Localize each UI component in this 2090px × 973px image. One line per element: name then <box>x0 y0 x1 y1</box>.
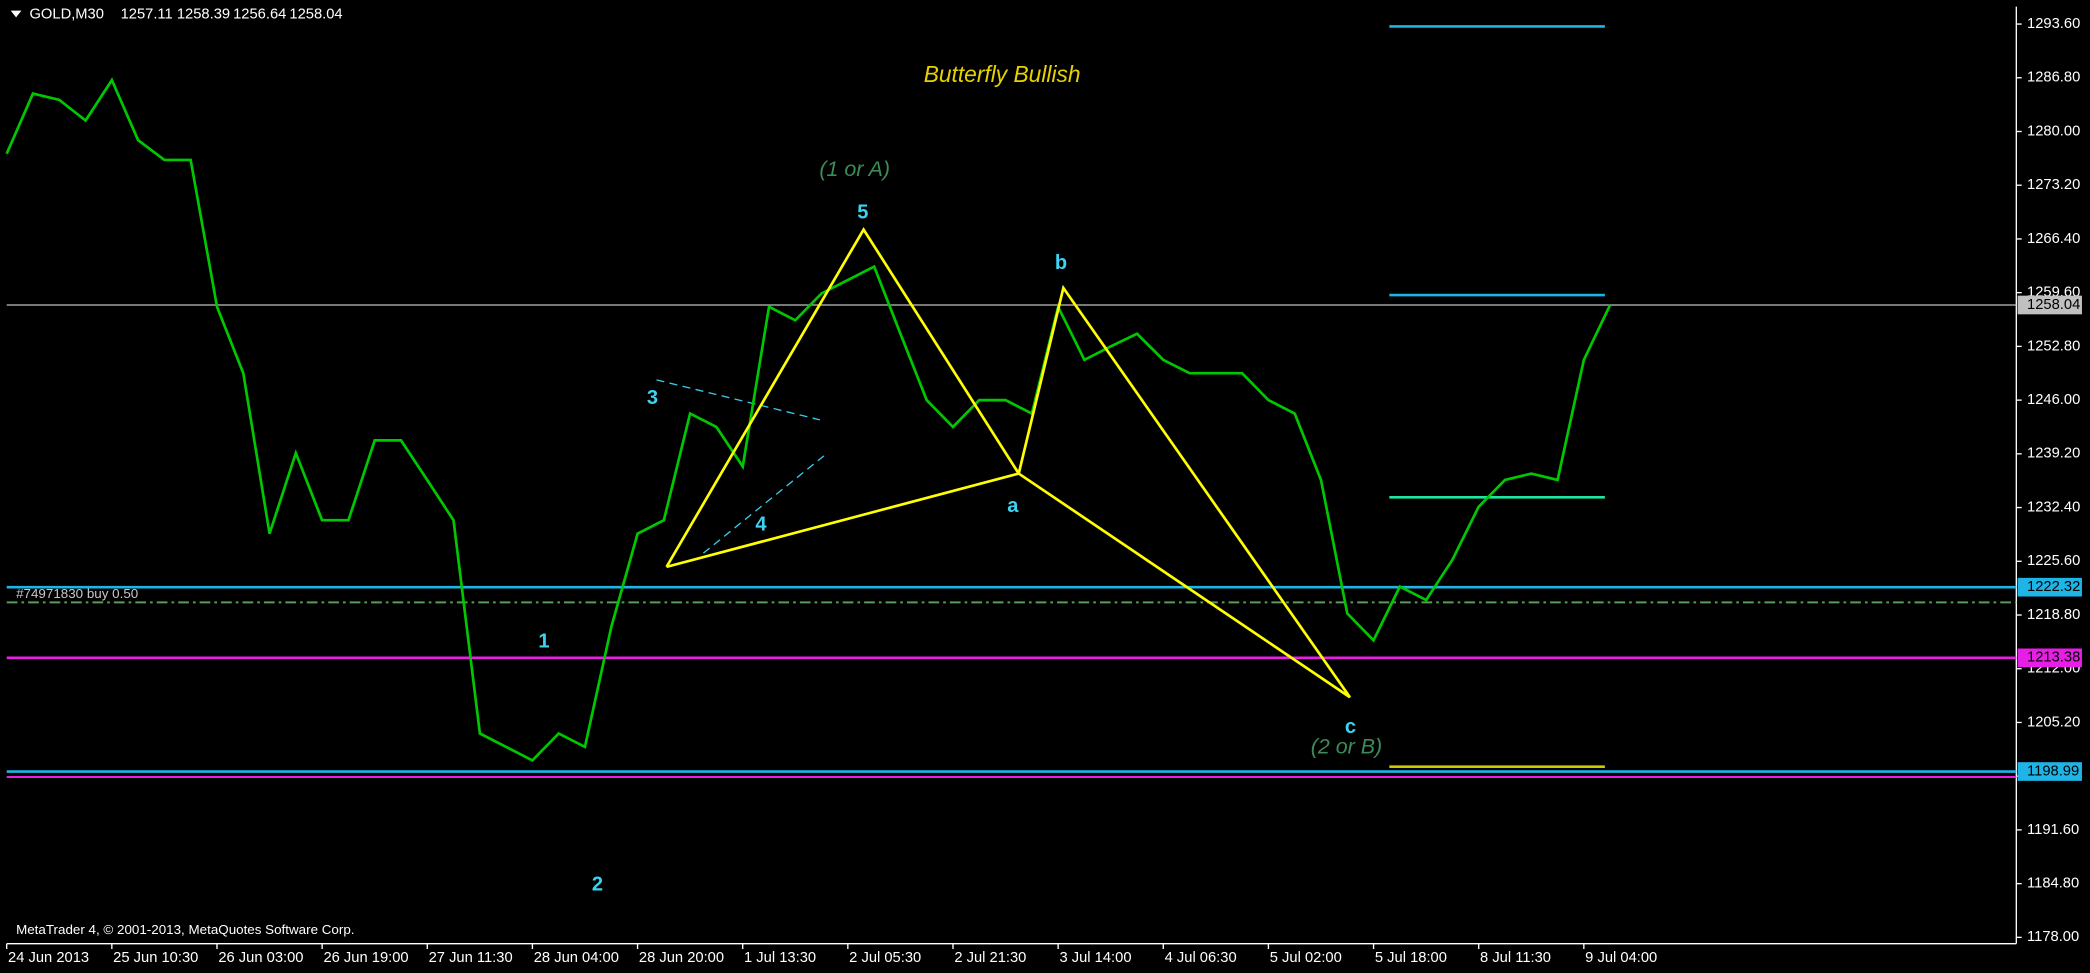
price-tag <box>2017 295 2082 315</box>
y-tick-label: 1178.00 <box>2027 929 2079 945</box>
pattern <box>665 226 1352 699</box>
copyright: MetaTrader 4, © 2001-2013, MetaQuotes So… <box>16 922 354 937</box>
price-tag-label: 1198.99 <box>2027 763 2079 779</box>
y-tick-label: 1232.40 <box>2027 499 2080 515</box>
y-tick-label: 1273.20 <box>2027 177 2080 193</box>
price-tag-label: 1213.38 <box>2027 650 2080 666</box>
x-tick-label: 1 Jul 13:30 <box>744 950 816 966</box>
price-tag <box>2017 762 2082 781</box>
annotation: (1 or A) <box>819 157 890 181</box>
y-tick-label: 1266.40 <box>2027 231 2080 247</box>
price-tag-label: 1222.32 <box>2027 579 2080 595</box>
x-tick-label: 2 Jul 05:30 <box>849 950 921 966</box>
x-tick-label: 28 Jun 04:00 <box>534 950 619 966</box>
y-tick-label: 1191.60 <box>2027 822 2079 838</box>
symbol: GOLD,M30 <box>29 7 103 23</box>
x-tick-label: 28 Jun 20:00 <box>639 950 724 966</box>
x-tick-label: 26 Jun 03:00 <box>218 950 303 966</box>
price-tag <box>2017 577 2082 597</box>
x-tick-label: 24 Jun 2013 <box>8 950 89 966</box>
wave-label: 2 <box>592 873 603 895</box>
wave-label: c <box>1345 716 1356 738</box>
x-tick-label: 3 Jul 14:00 <box>1059 950 1131 966</box>
x-tick-label: 4 Jul 06:30 <box>1165 950 1237 966</box>
y-tick-label: 1218.80 <box>2027 607 2080 623</box>
x-tick-label: 8 Jul 11:30 <box>1480 950 1551 966</box>
x-tick-label: 5 Jul 18:00 <box>1375 950 1447 966</box>
y-tick-label: 1280.00 <box>2027 123 2080 139</box>
y-tick-label: 1293.60 <box>2027 16 2080 32</box>
wave-label: 5 <box>857 202 868 224</box>
wave-label: b <box>1055 252 1067 274</box>
trendline <box>656 379 821 421</box>
wave-label: 3 <box>647 387 658 409</box>
price-tag-label: 1258.04 <box>2027 297 2080 313</box>
annotation: (2 or B) <box>1311 734 1382 758</box>
menu-arrow[interactable] <box>10 10 22 18</box>
y-tick-label: 1225.60 <box>2027 553 2080 569</box>
ohlc-value: 1257.11 <box>121 7 173 23</box>
y-tick-label: 1239.20 <box>2027 446 2080 462</box>
y-tick-label: 1184.80 <box>2027 876 2079 892</box>
x-tick-label: 2 Jul 21:30 <box>954 950 1026 966</box>
price-tag <box>2017 648 2082 668</box>
x-tick-label: 25 Jun 10:30 <box>113 950 198 966</box>
ohlc-value: 1258.04 <box>289 7 342 23</box>
y-tick-label: 1286.80 <box>2027 70 2080 86</box>
price-line <box>5 77 1612 763</box>
ohlc-value: 1258.39 <box>177 7 230 23</box>
x-tick-label: 27 Jun 11:30 <box>429 950 513 966</box>
x-tick-label: 9 Jul 04:00 <box>1585 950 1657 966</box>
wave-label: a <box>1007 495 1019 517</box>
wave-label: 4 <box>755 513 767 535</box>
x-tick-label: 5 Jul 02:00 <box>1270 950 1342 966</box>
wave-label: 1 <box>538 631 549 653</box>
x-tick-label: 26 Jun 19:00 <box>323 950 408 966</box>
y-tick-label: 1205.20 <box>2027 714 2080 730</box>
y-tick-label: 1252.80 <box>2027 338 2080 354</box>
order-label: #74971830 buy 0.50 <box>16 586 138 601</box>
y-tick-label: 1246.00 <box>2027 392 2080 408</box>
ohlc-value: 1256.64 <box>233 7 286 23</box>
chart-title: Butterfly Bullish <box>924 61 1081 87</box>
ohlc: 1257.11 1258.39 1256.64 1258.04 <box>121 7 343 23</box>
